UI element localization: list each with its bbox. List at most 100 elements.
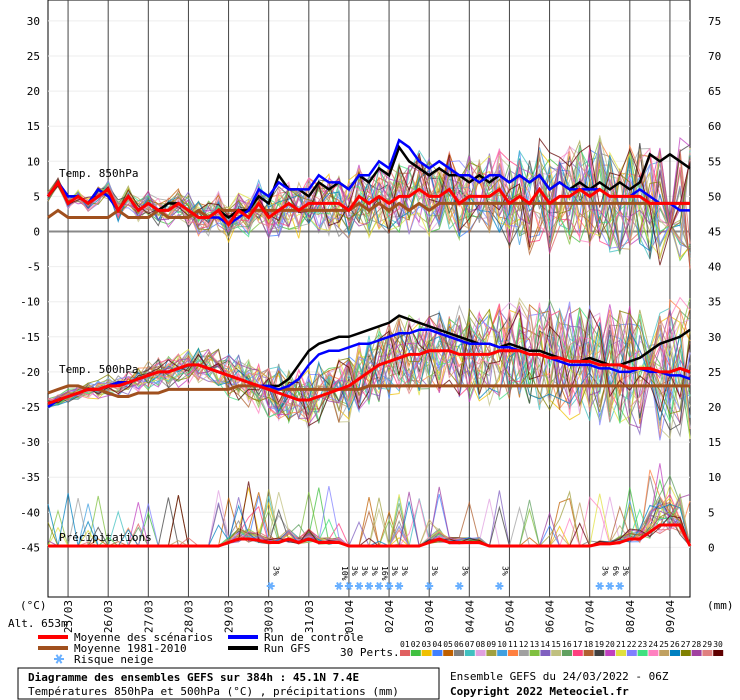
snowflake-icon: [355, 582, 363, 590]
pert-number: 04: [432, 640, 442, 649]
snow-risk-pct: 3%: [500, 566, 509, 576]
x-date-label: 30/03: [263, 600, 276, 633]
pert-swatch: [616, 650, 626, 656]
perts-numbers: 01 02 03 04 05 06 07 08 09 10 11 12 13 14 15 16 17 18 19 20…: [400, 640, 723, 649]
snow-risk-marker: 3%: [365, 566, 379, 590]
snowflake-icon: [375, 582, 383, 590]
y-right-tick-label: 50: [708, 190, 721, 203]
pert-number: 03: [422, 640, 432, 649]
pert-number: 05: [443, 640, 453, 649]
snow-risk-marker: 3%: [425, 566, 439, 590]
snowflake-icon: [495, 582, 504, 590]
label-precip: Précipitations: [59, 531, 152, 544]
snowflake-icon: [455, 582, 464, 590]
snow-risk-marker: 3%: [385, 566, 399, 590]
y-left-tick-label: -15: [20, 331, 40, 344]
member-t500-line: [47, 307, 691, 423]
member-t850-line: [47, 149, 691, 258]
snow-risk-pct: 16%: [380, 566, 389, 581]
y-right-tick-label: 40: [708, 261, 721, 274]
pert-swatch: [680, 650, 691, 656]
pert-number: 17: [573, 640, 583, 649]
member-t500-line: [47, 308, 691, 427]
member-t850-line: [47, 137, 691, 266]
snowflake-icon: [595, 582, 604, 590]
climate-mean-t500-line: [47, 384, 690, 398]
label-t500: Temp. 500hPa: [59, 363, 138, 376]
pert-swatch: [659, 650, 670, 656]
snow-risk-pct: 3%: [460, 566, 469, 576]
pert-swatch: [626, 650, 637, 656]
y-left-tick-label: 30: [27, 15, 40, 28]
snowflake-icon: [365, 582, 373, 590]
snowflake-icon: [334, 582, 343, 590]
pert-swatch: [691, 650, 702, 656]
plot-area: [47, 0, 691, 598]
x-date-label: 02/04: [383, 600, 396, 633]
snow-risk-pct: 3%: [601, 566, 610, 576]
member-t850-line: [47, 147, 691, 243]
footer-copyright: Copyright 2022 Meteociel.fr: [450, 685, 629, 698]
y-right-unit: (mm): [707, 599, 734, 612]
pert-number: 14: [540, 640, 550, 649]
x-date-label: 25/03: [62, 600, 75, 633]
snow-risk-marker: 3%: [266, 566, 281, 590]
snow-risk-marker: 3%: [355, 566, 369, 590]
pert-swatch: [518, 650, 529, 656]
x-date-label: 08/04: [624, 600, 637, 633]
x-date-label: 26/03: [102, 600, 115, 633]
pert-number: 13: [530, 640, 540, 649]
y-right-tick-label: 35: [708, 296, 721, 309]
snow-risk-marker: 3%: [595, 566, 610, 590]
climate-mean-t850-line: [47, 201, 690, 220]
snowflake-icon: [266, 582, 275, 590]
x-date-label: 03/04: [423, 600, 436, 633]
pert-swatch: [508, 650, 518, 656]
snow-risk-marker: 10%: [334, 566, 349, 590]
legend-perts-label: 30 Perts.: [340, 646, 400, 659]
pert-swatch: [551, 650, 562, 656]
pert-swatch: [670, 650, 680, 656]
main-series: [46, 138, 692, 548]
pert-number: 02: [411, 640, 421, 649]
snow-risk-pct: 3%: [350, 566, 359, 576]
x-date-label: 09/04: [664, 600, 677, 633]
snow-risk-marker: 3%: [495, 566, 509, 590]
y-left-tick-label: -25: [20, 401, 40, 414]
label-t850: Temp. 850hPa: [59, 167, 138, 180]
snowflake-icon: [54, 654, 64, 664]
footer-run-info: Ensemble GEFS du 24/03/2022 - 06Z: [450, 670, 669, 683]
footer-box: [17, 667, 440, 700]
y-left-tick-label: -10: [20, 296, 40, 309]
snowflake-icon: [615, 582, 624, 590]
pert-swatch: [572, 650, 583, 656]
pert-swatch: [605, 650, 616, 656]
legend-climate-mean: Moyenne 1981-2010: [74, 642, 187, 655]
pert-swatch: [486, 650, 497, 656]
pert-swatch: [454, 650, 464, 656]
snowflake-icon: [385, 582, 394, 590]
pert-swatch: [562, 650, 572, 656]
y-right-tick-label: 70: [708, 50, 721, 63]
y-left-tick-label: -45: [20, 541, 40, 554]
snow-risk-pct: 3%: [621, 566, 630, 576]
snow-risk-marker: 16%: [375, 566, 389, 590]
pert-swatch: [529, 650, 540, 656]
pert-swatch: [583, 650, 594, 656]
pert-swatch: [443, 650, 454, 656]
member-t850-line: [47, 156, 691, 249]
mean-scenarios-t500-line: [47, 349, 691, 405]
y-left-tick-label: 0: [33, 226, 40, 239]
grid-lines: [48, 0, 690, 597]
pert-number: 22: [627, 640, 637, 649]
y-left-tick-label: 25: [27, 50, 40, 63]
y-right-tick-label: 75: [708, 15, 721, 28]
member-t500-line: [47, 303, 691, 417]
y-left-tick-label: 20: [27, 85, 40, 98]
mean-scenarios-t850-line: [46, 179, 690, 228]
member-t500-line: [47, 298, 691, 425]
x-date-label: 07/04: [584, 600, 597, 633]
pert-number: 15: [551, 640, 561, 649]
pert-number: 20: [605, 640, 615, 649]
snow-risk-marker: 3%: [615, 566, 630, 590]
